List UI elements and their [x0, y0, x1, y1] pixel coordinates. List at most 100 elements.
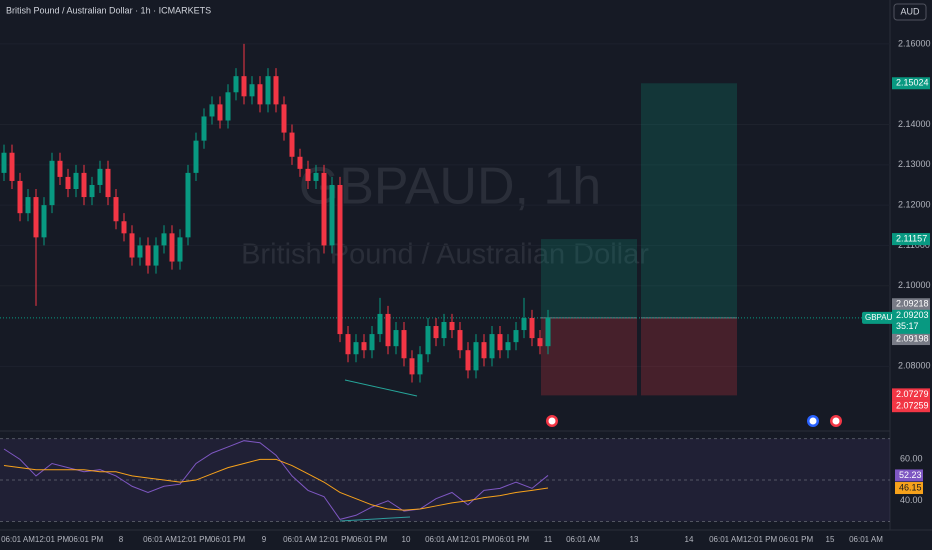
price-label-box	[892, 400, 930, 413]
y-tick-label: 2.14000	[898, 119, 931, 129]
candle-body	[169, 233, 175, 262]
x-tick-label: 8	[119, 535, 124, 544]
watermark-subtitle: British Pound / Australian Dollar	[241, 239, 649, 271]
candle-body	[105, 168, 111, 198]
candle-body	[265, 76, 271, 105]
candle-body	[129, 233, 135, 258]
price-label-box	[892, 333, 930, 346]
candle-body	[545, 317, 551, 347]
candle-body	[41, 205, 47, 238]
candle-body	[33, 197, 39, 238]
candle-body	[57, 160, 63, 177]
x-tick-label: 12:01 PM	[177, 535, 212, 544]
current-price: 2.09203	[896, 310, 929, 320]
rsi-line	[3, 458, 549, 511]
event-icons[interactable]	[546, 415, 842, 427]
x-tick-label: 06:01 AM	[566, 535, 600, 544]
price-label: 2.09198	[896, 333, 929, 343]
x-tick-label: 12:01 PM	[319, 535, 354, 544]
rsi-value-box	[895, 469, 923, 482]
event-flag[interactable]	[832, 417, 840, 425]
candle-body	[289, 132, 295, 157]
rsi-tick-label: 40.00	[900, 495, 923, 505]
x-tick-label: 06:01 AM	[1, 535, 35, 544]
candle-body	[121, 221, 127, 234]
x-tick-label: 12:01 PM	[743, 535, 778, 544]
event-flag[interactable]	[809, 417, 817, 425]
candle-body	[9, 152, 15, 181]
x-tick-label: 06:01 PM	[779, 535, 814, 544]
candle-body	[97, 168, 103, 185]
rsi-value-box	[895, 482, 923, 495]
currency-box[interactable]	[893, 3, 927, 21]
candle-body	[273, 76, 279, 105]
x-tick-label: 06:01 AM	[709, 535, 743, 544]
trend-line	[344, 379, 418, 397]
candle-body	[25, 197, 31, 214]
candle-body	[505, 342, 511, 351]
target-2-label-box	[892, 77, 930, 90]
price-label-box	[892, 298, 930, 311]
candle-body	[49, 160, 55, 206]
candle-body	[537, 338, 543, 347]
x-tick-label: 06:01 PM	[495, 535, 530, 544]
y-tick-label: 2.16000	[898, 38, 931, 48]
y-tick-label: 2.10000	[898, 280, 931, 290]
candle-body	[137, 245, 143, 258]
candle-body	[489, 334, 495, 359]
candle-body	[209, 104, 215, 117]
candle-body	[1, 152, 7, 173]
stop-zone	[641, 317, 737, 396]
candle-body	[225, 92, 231, 121]
candle-body	[193, 140, 199, 173]
candle-body	[73, 172, 79, 190]
x-tick-label: 9	[262, 535, 267, 544]
candle-body	[353, 342, 359, 355]
x-tick-label: 06:01 PM	[211, 535, 246, 544]
candle-body	[17, 180, 23, 214]
y-tick-label: 2.08000	[898, 361, 931, 371]
candle-body	[113, 197, 119, 222]
candle-body	[249, 84, 255, 97]
candle-body	[385, 313, 391, 347]
watermark: GBPAUD, 1h	[299, 158, 601, 216]
candle-body	[441, 321, 447, 339]
candle-body	[473, 342, 479, 371]
x-tick-label: 06:01 AM	[849, 535, 883, 544]
x-tick-label: 06:01 PM	[353, 535, 388, 544]
candle-body	[217, 104, 223, 121]
y-tick-label: 2.13000	[898, 159, 931, 169]
candle-body	[161, 233, 167, 246]
x-tick-label: 06:01 AM	[425, 535, 459, 544]
rsi-divergence-line	[339, 516, 411, 522]
candle-body	[297, 156, 303, 169]
candle-body	[465, 350, 471, 371]
event-flag[interactable]	[548, 417, 556, 425]
x-tick-label: 12:01 PM	[35, 535, 70, 544]
x-tick-label: 14	[685, 535, 694, 544]
candle-body	[417, 354, 423, 375]
candle-body	[185, 172, 191, 238]
candle-body	[153, 245, 159, 266]
candle-body	[313, 172, 319, 181]
currency[interactable]: AUD	[900, 6, 920, 16]
price-label: 2.07259	[896, 401, 929, 411]
target-zone	[541, 239, 637, 318]
x-tick-label: 06:01 AM	[143, 535, 177, 544]
candle-body	[401, 330, 407, 359]
x-tick-label: 13	[630, 535, 639, 544]
symbol-label: GBPAUD	[865, 313, 898, 322]
price-label: 2.09218	[896, 299, 929, 309]
candle-body	[393, 330, 399, 347]
candle-body	[177, 237, 183, 262]
candle-body	[369, 334, 375, 351]
countdown: 35:17	[896, 321, 919, 331]
rsi-value: 46.15	[899, 482, 922, 492]
chart-title: British Pound / Australian Dollar · 1h ·…	[6, 5, 211, 15]
candle-body	[433, 326, 439, 339]
candle-body	[241, 76, 247, 97]
candle-body	[305, 168, 311, 181]
candle-body	[449, 321, 455, 331]
